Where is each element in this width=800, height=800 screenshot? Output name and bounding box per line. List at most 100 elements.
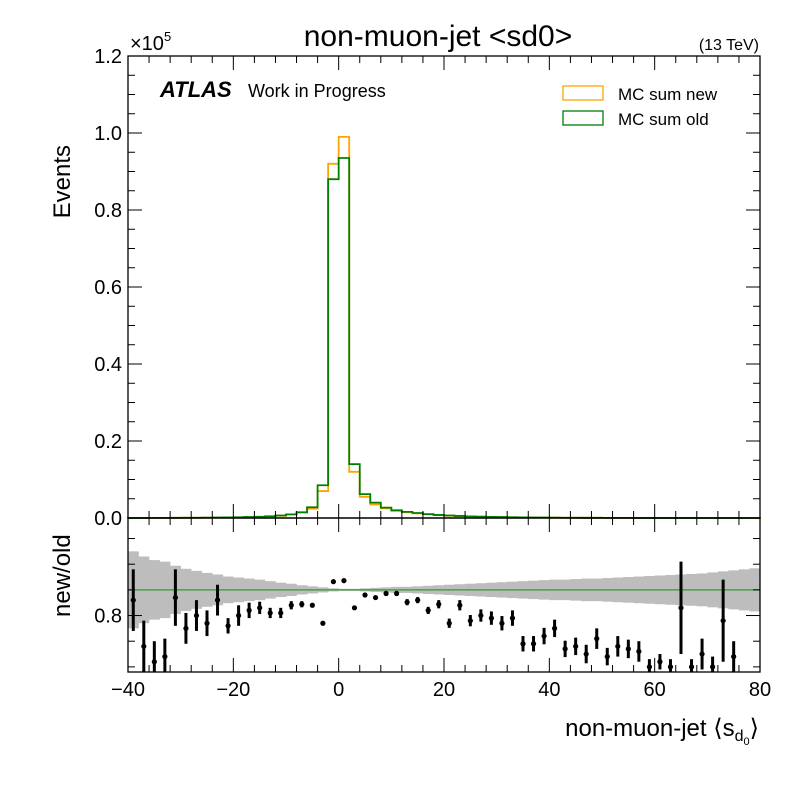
- x-tick-label: 0: [333, 679, 344, 701]
- ratio-point: [383, 590, 389, 597]
- ratio-point: [372, 594, 379, 601]
- ratio-point: [499, 620, 505, 626]
- ratio-point: [488, 615, 494, 621]
- x-tick-label: 60: [644, 679, 666, 701]
- ratio-point: [446, 620, 452, 626]
- y-tick-label: 0.2: [94, 431, 122, 453]
- x-axis-label: non-muon-jet ⟨sd0⟩: [565, 715, 759, 748]
- ratio-point: [214, 597, 221, 603]
- ratio-point: [457, 602, 463, 608]
- ratio-point: [130, 597, 136, 603]
- main-y-axis-label: Events: [49, 145, 76, 218]
- ratio-axis-ticks: 0.8 −40 −20 0 20 40 60 80: [94, 518, 771, 701]
- ratio-point: [520, 641, 526, 647]
- ratio-point: [257, 605, 263, 611]
- ratio-point: [699, 651, 705, 657]
- ratio-point: [720, 618, 726, 624]
- x-tick-label: −40: [111, 679, 145, 701]
- ratio-point: [509, 615, 516, 621]
- ratio-y-axis-label: new/old: [49, 534, 76, 617]
- y-tick-label: 0.0: [94, 508, 122, 530]
- y-tick-label: 0.6: [94, 277, 122, 299]
- ratio-point: [646, 664, 653, 670]
- ratio-point: [636, 648, 642, 655]
- histogram-line-new: [127, 135, 761, 519]
- legend: MC sum new MC sum old: [562, 85, 718, 129]
- y-tick-label: 1.0: [94, 123, 122, 145]
- ratio-point: [193, 612, 200, 619]
- ratio-point: [225, 623, 231, 629]
- ratio-point: [183, 625, 189, 631]
- ratio-point: [278, 610, 284, 616]
- ratio-point: [688, 664, 695, 670]
- legend-swatch-old: [562, 110, 604, 126]
- energy-label: (13 TeV): [699, 37, 759, 54]
- x-axis-label-sub: d: [735, 728, 744, 745]
- ratio-y-tick-label: 0.8: [94, 606, 122, 628]
- x-tick-label: 80: [749, 679, 771, 701]
- legend-label-new: MC sum new: [618, 85, 718, 104]
- ratio-point: [467, 618, 473, 624]
- ratio-point: [583, 651, 589, 657]
- status-label: Work in Progress: [248, 81, 386, 101]
- y-multiplier-exponent: 5: [164, 29, 171, 44]
- ratio-point: [425, 607, 431, 614]
- y-multiplier: ×105: [130, 29, 171, 55]
- y-tick-label: 0.8: [94, 200, 122, 222]
- ratio-point: [604, 654, 610, 660]
- ratio-point: [562, 646, 568, 652]
- chart-title: non-muon-jet <sd0>: [304, 20, 573, 53]
- ratio-point: [309, 602, 315, 608]
- legend-label-old: MC sum old: [618, 110, 709, 129]
- x-tick-label: 40: [538, 679, 560, 701]
- experiment-label: ATLAS: [159, 77, 232, 102]
- ratio-point: [478, 612, 484, 619]
- ratio-point: [594, 636, 600, 642]
- ratio-point: [362, 592, 368, 598]
- ratio-point: [678, 605, 684, 611]
- histogram-series-group: [127, 135, 761, 519]
- ratio-panel: 0.8 −40 −20 0 20 40 60 80: [94, 517, 771, 701]
- ratio-point: [615, 643, 621, 649]
- x-axis-label-close: ⟩: [750, 715, 759, 742]
- ratio-point: [530, 641, 537, 647]
- ratio-point: [625, 646, 631, 652]
- ratio-point: [172, 594, 178, 601]
- ratio-point: [394, 590, 400, 597]
- ratio-point: [710, 664, 716, 670]
- ratio-point: [552, 625, 558, 631]
- x-tick-label: 20: [433, 679, 455, 701]
- ratio-point: [141, 643, 147, 649]
- x-axis-label-main: non-muon-jet ⟨s: [565, 715, 734, 742]
- ratio-point: [151, 659, 157, 665]
- ratio-point: [246, 607, 252, 614]
- ratio-point: [299, 601, 305, 607]
- ratio-point: [415, 597, 421, 603]
- ratio-point: [288, 602, 294, 608]
- y-tick-label: 0.4: [94, 354, 122, 376]
- ratio-point: [267, 610, 273, 616]
- x-tick-label: −20: [216, 679, 250, 701]
- ratio-point: [541, 633, 547, 639]
- ratio-point: [436, 601, 442, 607]
- ratio-points-group: [130, 561, 737, 672]
- ratio-point: [320, 620, 326, 626]
- y-multiplier-base: ×10: [130, 33, 164, 55]
- ratio-point: [236, 612, 242, 619]
- y-tick-label: 1.2: [94, 46, 122, 68]
- ratio-point: [657, 659, 663, 665]
- ratio-point: [404, 599, 410, 605]
- main-axis-ticks: 0.0 0.2 0.4 0.6 0.8 1.0 1.2: [94, 46, 761, 530]
- ratio-point: [573, 643, 579, 649]
- x-axis-label-subsub: 0: [744, 736, 750, 748]
- ratio-point: [341, 578, 347, 584]
- ratio-point: [351, 605, 358, 611]
- ratio-point: [667, 664, 674, 670]
- ratio-point: [204, 620, 210, 626]
- ratio-point: [330, 579, 336, 585]
- ratio-point: [162, 654, 168, 660]
- main-histogram-panel: 0.0 0.2 0.4 0.6 0.8 1.0 1.2: [94, 46, 761, 530]
- legend-swatch-new: [562, 85, 604, 101]
- ratio-point: [731, 654, 737, 660]
